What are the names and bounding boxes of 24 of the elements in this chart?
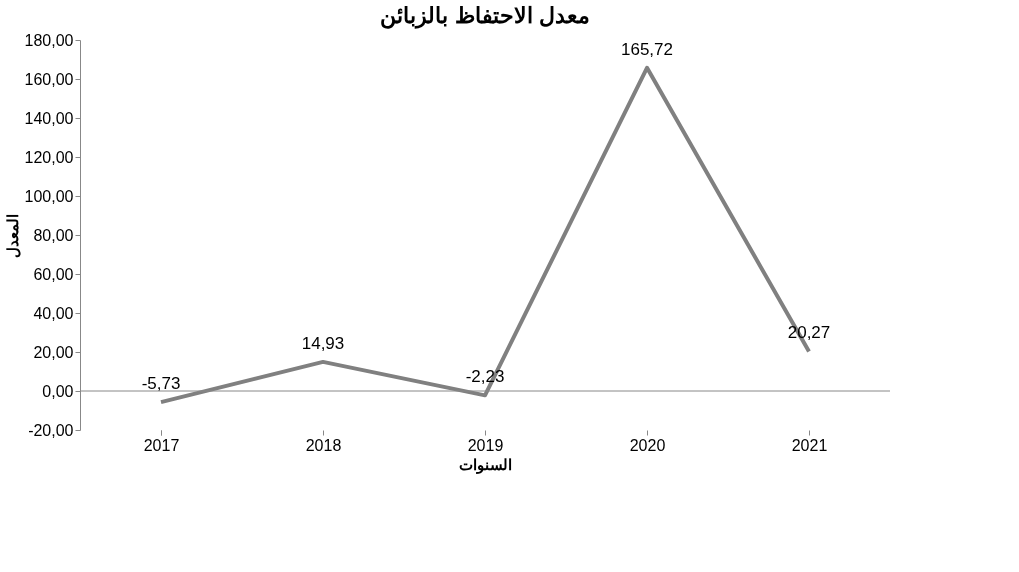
data-label: 165,72 [621, 39, 673, 59]
y-tick-label: 120,00 [24, 148, 74, 166]
x-tick-label: 2019 [467, 436, 504, 454]
x-tick-label: 2021 [791, 436, 828, 454]
y-axis-title: المعدل [3, 213, 21, 258]
x-tick-label: 2017 [143, 436, 180, 454]
y-tick-label: -20,00 [28, 421, 74, 439]
data-label: 20,27 [787, 323, 831, 343]
y-tick-label: 160,00 [24, 70, 74, 88]
data-label: -5,73 [141, 374, 181, 394]
x-tick-label: 2020 [629, 436, 666, 454]
y-tick-label: 140,00 [24, 109, 74, 127]
y-tick-label: 100,00 [24, 187, 74, 205]
y-tick-label: 20,00 [33, 343, 74, 361]
y-tick-label: 60,00 [33, 265, 74, 283]
data-label: -2,23 [465, 367, 505, 387]
y-tick-label: 180,00 [24, 31, 74, 49]
y-tick-label: 80,00 [33, 226, 74, 244]
chart-title: معدل الاحتفاظ بالزبائن [380, 3, 590, 29]
data-label: 14,93 [301, 333, 345, 353]
y-tick-label: 0,00 [42, 382, 74, 400]
x-tick-label: 2018 [305, 436, 342, 454]
x-axis-title: السنوات [459, 455, 512, 474]
y-tick-label: 40,00 [33, 304, 74, 322]
